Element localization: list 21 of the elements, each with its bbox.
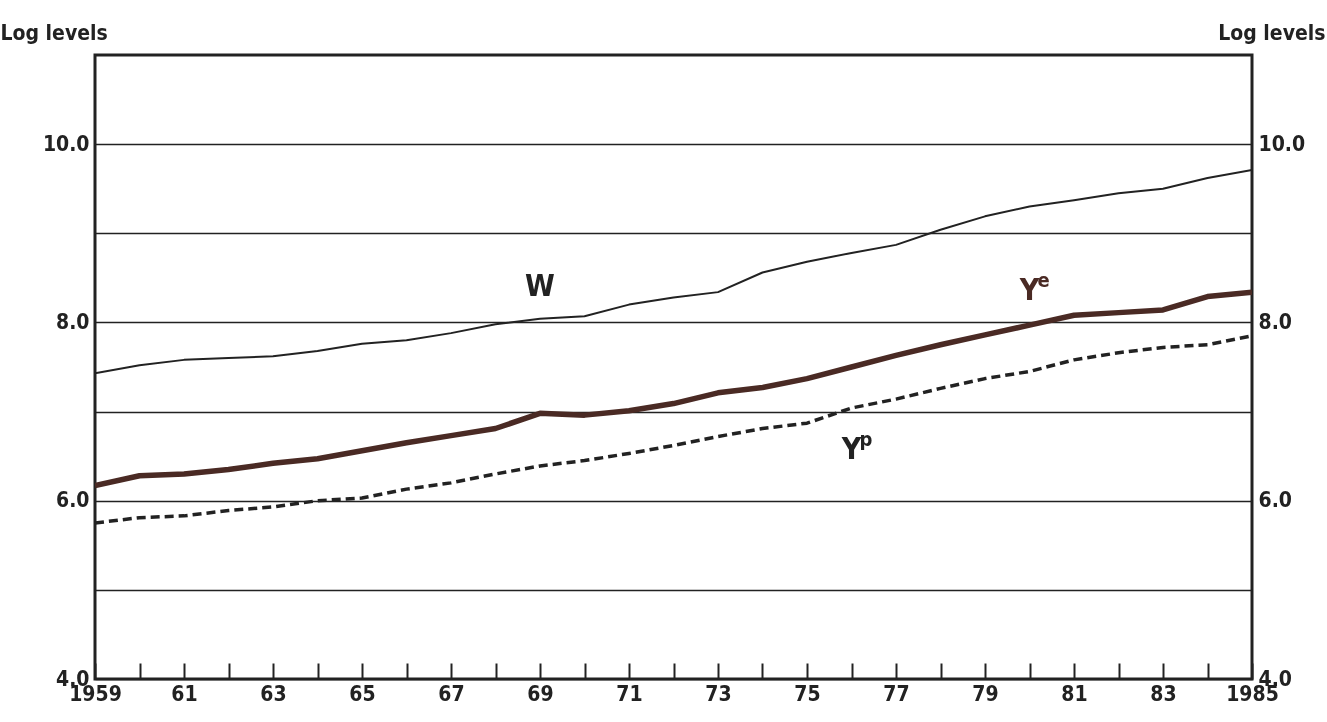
x-tick-label: 69	[527, 681, 554, 706]
y-tick-label: 6.0	[56, 488, 90, 513]
y-tick-label: 8.0	[56, 309, 90, 334]
x-tick-label: 75	[794, 681, 821, 706]
x-tick-label: 71	[616, 681, 643, 706]
x-tick-label: 67	[438, 681, 465, 706]
series-label: W	[525, 267, 555, 303]
y-axis-title: Log levels	[0, 20, 108, 45]
x-tick-label: 83	[1150, 681, 1177, 706]
y2-tick-label: 8.0	[1258, 309, 1292, 334]
y2-tick-label: 10.0	[1258, 131, 1306, 156]
x-tick-label: 79	[972, 681, 999, 706]
x-tick-label: 77	[883, 681, 910, 706]
x-tick-label: 73	[705, 681, 732, 706]
x-tick-label: 61	[171, 681, 198, 706]
y2-axis-title: Log levels	[1218, 20, 1326, 45]
x-tick-label: 65	[349, 681, 376, 706]
x-tick-label: 81	[1061, 681, 1088, 706]
y-tick-label: 10.0	[42, 131, 90, 156]
y2-tick-label: 6.0	[1258, 488, 1292, 513]
x-tick-label: 63	[260, 681, 287, 706]
